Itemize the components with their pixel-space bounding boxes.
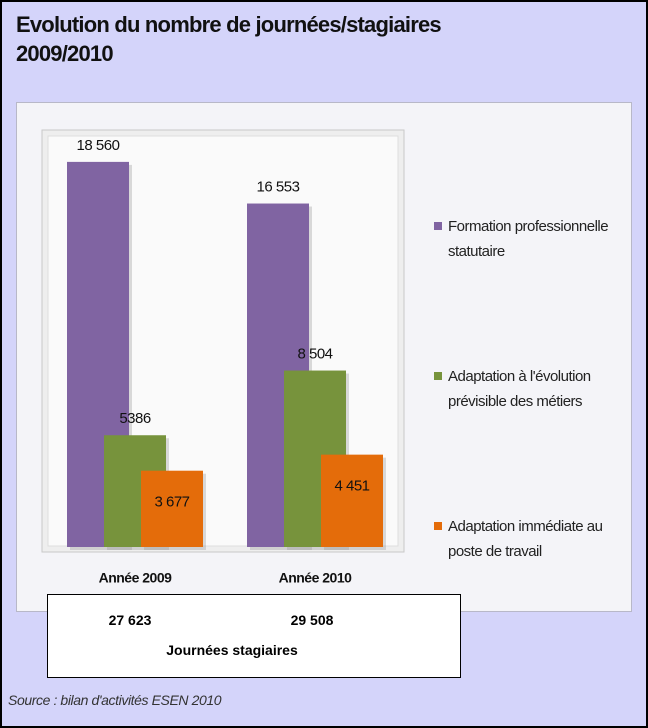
data-label: 8 504 (297, 346, 332, 363)
legend-swatch (434, 522, 442, 530)
source: Source : bilan d'activités ESEN 2010 (8, 692, 222, 708)
legend-entry: Adaptation à l'évolution prévisible des … (448, 368, 591, 410)
chart-title: Evolution du nombre de journées/stagiair… (16, 12, 442, 66)
data-label: 3 677 (154, 494, 189, 511)
x-tick-label: Année 2010 (279, 570, 353, 586)
data-label: 4 451 (334, 478, 369, 495)
data-label: 18 560 (77, 137, 120, 154)
total-value: 27 623 (108, 612, 152, 628)
legend-swatch (434, 372, 442, 380)
legend-swatch (434, 222, 442, 230)
bar (141, 470, 203, 547)
total-value: 29 508 (290, 612, 334, 628)
x-tick-label: Année 2009 (99, 570, 173, 586)
legend-entry: Adaptation immédiate au poste de travail (448, 518, 603, 560)
bar (321, 454, 383, 547)
legend-entry: Formation professionnelle statutaire (448, 218, 609, 260)
data-label: 5386 (119, 410, 151, 427)
data-label: 16 553 (257, 178, 300, 195)
totals-label: Journées stagiaires (166, 642, 298, 658)
totals-table (47, 594, 461, 678)
